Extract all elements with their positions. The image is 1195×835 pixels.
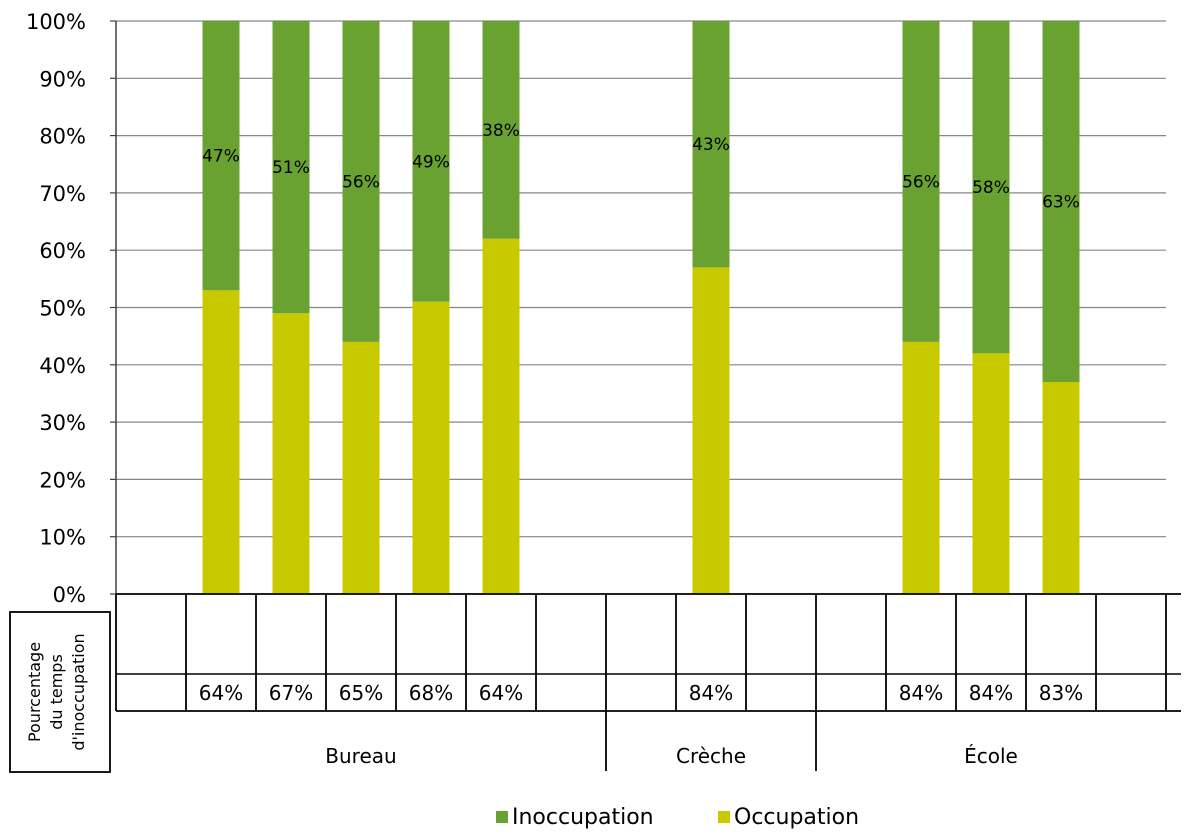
table-value: 83% [1039, 681, 1083, 705]
table-value: 65% [339, 681, 383, 705]
bar-inoccupation [1042, 21, 1080, 382]
bar-inoccupation [692, 21, 730, 268]
y-tick-label: 70% [39, 182, 86, 206]
data-label: 56% [342, 172, 380, 192]
table-value: 64% [199, 681, 243, 705]
table-value: 84% [899, 681, 943, 705]
bar-inoccupation [412, 21, 450, 302]
bar-occupation [342, 341, 380, 594]
bar-occupation [202, 290, 240, 594]
data-label: 43% [692, 135, 730, 155]
data-label: 51% [272, 158, 310, 178]
y-tick-label: 20% [39, 468, 86, 492]
data-label: 58% [972, 178, 1010, 198]
bar-inoccupation [342, 21, 380, 342]
legend-label: Occupation [734, 805, 859, 830]
legend-swatch [718, 811, 730, 823]
legend: Inoccupation Occupation [496, 805, 859, 830]
bar-occupation [482, 238, 520, 595]
group-label: École [964, 744, 1018, 768]
bar-occupation [272, 313, 310, 594]
bar-occupation [412, 301, 450, 594]
y-tick-label: 40% [39, 354, 86, 378]
bar-occupation [1042, 381, 1080, 594]
y-tick-label: 50% [39, 297, 86, 321]
data-label: 63% [1042, 192, 1080, 212]
y-axis: 0% 10% 20% 30% 40% 50% 60% 70% 80% 90% 100% [26, 10, 117, 607]
y-tick-label: 0% [53, 583, 86, 607]
bar-inoccupation [272, 21, 310, 314]
table-value: 64% [479, 681, 523, 705]
data-label: 47% [202, 147, 240, 167]
group-label: Bureau [325, 744, 396, 768]
data-label: 56% [902, 172, 940, 192]
y-tick-label: 60% [39, 239, 86, 263]
row-header-box [9, 611, 111, 773]
legend-label: Inoccupation [512, 805, 654, 830]
data-labels: 47% 51% 56% 49% 38% 43% 56% 58% 63% [202, 121, 1080, 213]
bar-occupation [692, 267, 730, 594]
table-value: 67% [269, 681, 313, 705]
bar-inoccupation [482, 21, 520, 239]
table-value: 68% [409, 681, 453, 705]
y-tick-label: 100% [26, 10, 86, 34]
legend-swatch [496, 811, 508, 823]
data-label: 38% [482, 121, 520, 141]
row-header-text: Pourcentage [25, 642, 44, 742]
table-value: 84% [689, 681, 733, 705]
y-tick-label: 90% [39, 67, 86, 91]
bar-occupation [972, 353, 1010, 594]
y-tick-label: 80% [39, 125, 86, 149]
row-header-text: du temps [47, 654, 66, 730]
bar-occupation [902, 341, 940, 594]
bar-inoccupation [902, 21, 940, 342]
group-label: Crèche [676, 744, 746, 768]
bar-inoccupation [972, 21, 1010, 354]
bars [202, 21, 1080, 595]
bar-inoccupation [202, 21, 240, 291]
data-label: 49% [412, 152, 450, 172]
y-tick-label: 10% [39, 526, 86, 550]
data-table: Bureau Crèche École 64% 67% 65% 68% 64% 84% 84% 84… [9, 593, 1181, 773]
row-header-text: d'inoccupation [69, 633, 88, 750]
table-value: 84% [969, 681, 1013, 705]
y-tick-label: 30% [39, 411, 86, 435]
